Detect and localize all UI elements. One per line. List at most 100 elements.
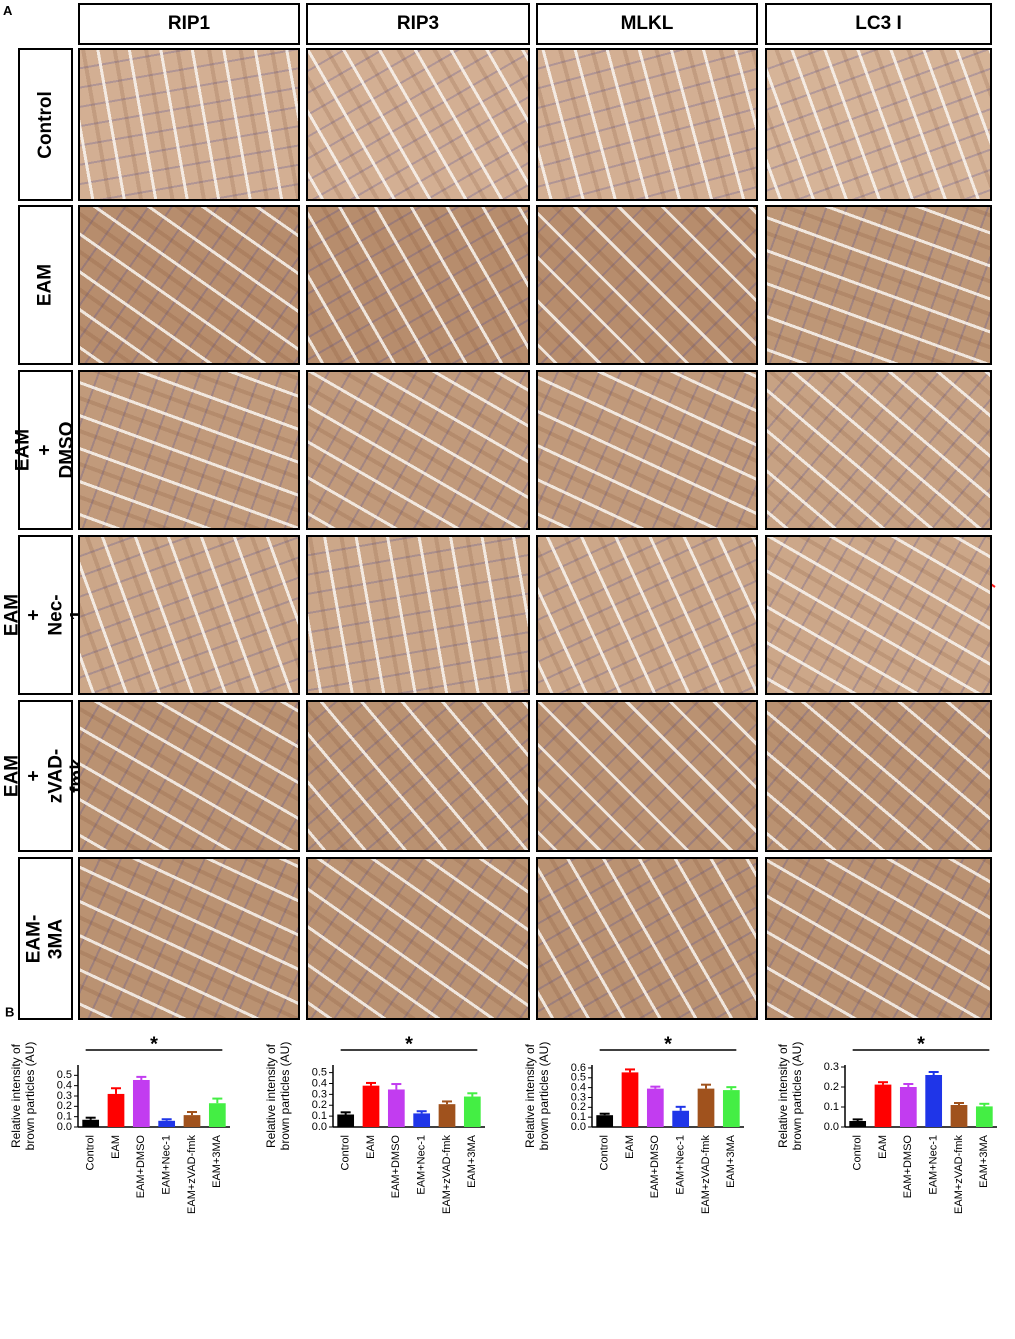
y-tick-label: 0.1 [824, 1101, 839, 1113]
x-tick-label: EAM+DMSO [902, 1135, 914, 1199]
x-tick-label: EAM [110, 1135, 122, 1159]
significance-mark: * [150, 1033, 158, 1055]
y-axis-label: Relative intensity of brown particles (A… [776, 1041, 804, 1151]
micrograph [765, 205, 992, 365]
row-label: EAM + zVAD-fmk [2, 700, 89, 852]
x-tick-label: EAM+3MA [978, 1134, 990, 1188]
row-label-text: EAM + zVAD-fmk [1, 748, 89, 804]
bar [899, 1087, 917, 1127]
micrograph [765, 700, 992, 852]
micrograph [78, 370, 300, 530]
x-tick-label: EAM+zVAD-fmk [953, 1135, 965, 1214]
x-tick-label: EAM+zVAD-fmk [441, 1135, 453, 1214]
x-tick-label: EAM [624, 1135, 636, 1159]
micrograph [78, 48, 300, 201]
x-tick-label: EAM+Nec-1 [928, 1135, 940, 1195]
row-label: EAM + Nec-1 [2, 535, 89, 695]
y-tick-label: 0.2 [824, 1081, 839, 1093]
bar [672, 1110, 690, 1127]
y-tick-label: 0.4 [57, 1080, 72, 1092]
row-label: EAM [18, 205, 73, 365]
y-tick-label: 0.5 [571, 1072, 586, 1084]
micrograph [765, 370, 992, 530]
bar [183, 1115, 201, 1127]
y-tick-label: 0.3 [312, 1088, 327, 1100]
bar [697, 1088, 715, 1127]
x-tick-label: EAM [877, 1135, 889, 1159]
y-tick-label: 0.0 [571, 1121, 586, 1133]
micrograph [765, 48, 992, 201]
bar [158, 1120, 176, 1127]
y-tick-label: 0.5 [57, 1069, 72, 1081]
row-label: EAM-3MA [18, 857, 73, 1020]
micrograph [78, 857, 300, 1020]
x-tick-label: EAM+3MA [211, 1134, 223, 1188]
x-tick-label: Control [85, 1135, 97, 1170]
x-tick-label: Control [599, 1135, 611, 1170]
micrograph [536, 370, 758, 530]
y-tick-label: 0.3 [571, 1091, 586, 1103]
column-header: RIP3 [306, 3, 530, 45]
bar [975, 1106, 993, 1127]
bar [107, 1093, 125, 1127]
bar [596, 1115, 614, 1127]
y-tick-label: 0.1 [57, 1111, 72, 1123]
micrograph [78, 535, 300, 695]
y-tick-label: 0.1 [571, 1111, 586, 1123]
y-tick-label: 0.4 [312, 1077, 327, 1089]
x-tick-label: EAM+zVAD-fmk [700, 1135, 712, 1214]
y-tick-label: 0.0 [824, 1121, 839, 1133]
x-tick-label: EAM+3MA [725, 1134, 737, 1188]
row-label-text: EAM + Nec-1 [1, 593, 89, 637]
row-label-text: Control [34, 90, 56, 159]
x-tick-label: EAM+DMSO [135, 1135, 147, 1199]
y-tick-label: 0.2 [312, 1099, 327, 1111]
x-tick-label: EAM+DMSO [390, 1135, 402, 1199]
x-tick-label: EAM+Nec-1 [161, 1135, 173, 1195]
bar [925, 1075, 943, 1127]
micrograph [306, 857, 530, 1020]
micrograph [765, 535, 992, 695]
column-header: MLKL [536, 3, 758, 45]
bar [208, 1103, 226, 1127]
x-tick-label: Control [852, 1135, 864, 1170]
significance-mark: * [917, 1033, 925, 1055]
significance-mark: * [664, 1033, 672, 1055]
micrograph [536, 700, 758, 852]
y-tick-label: 0.0 [312, 1121, 327, 1133]
y-tick-label: 0.1 [312, 1110, 327, 1122]
bar [874, 1084, 892, 1127]
x-tick-label: EAM+zVAD-fmk [186, 1135, 198, 1214]
bar [132, 1079, 150, 1127]
micrograph [306, 700, 530, 852]
panel-label: B [5, 1004, 14, 1019]
row-label: Control [18, 48, 73, 201]
x-tick-label: Control [340, 1135, 352, 1170]
y-tick-label: 0.0 [57, 1121, 72, 1133]
bar [849, 1121, 867, 1127]
bar [387, 1089, 405, 1127]
micrograph [536, 48, 758, 201]
bar [438, 1104, 456, 1127]
row-label-text: EAM + DMSO [12, 421, 78, 479]
y-axis-label: Relative intensity of brown particles (A… [523, 1041, 551, 1151]
micrograph [78, 205, 300, 365]
y-tick-label: 0.4 [571, 1082, 586, 1094]
micrograph [765, 857, 992, 1020]
x-tick-label: EAM+3MA [466, 1134, 478, 1188]
y-tick-label: 0.6 [571, 1062, 586, 1074]
y-tick-label: 0.2 [571, 1101, 586, 1113]
micrograph [536, 857, 758, 1020]
column-header: LC3 I [765, 3, 992, 45]
x-tick-label: EAM+DMSO [649, 1135, 661, 1199]
row-label-text: EAM [34, 263, 56, 307]
micrograph [78, 700, 300, 852]
panel-label: A [3, 3, 13, 18]
bar [82, 1119, 100, 1127]
micrograph [306, 48, 530, 201]
micrograph [536, 205, 758, 365]
y-tick-label: 0.3 [824, 1061, 839, 1073]
x-tick-label: EAM+Nec-1 [675, 1135, 687, 1195]
bar [722, 1090, 740, 1127]
